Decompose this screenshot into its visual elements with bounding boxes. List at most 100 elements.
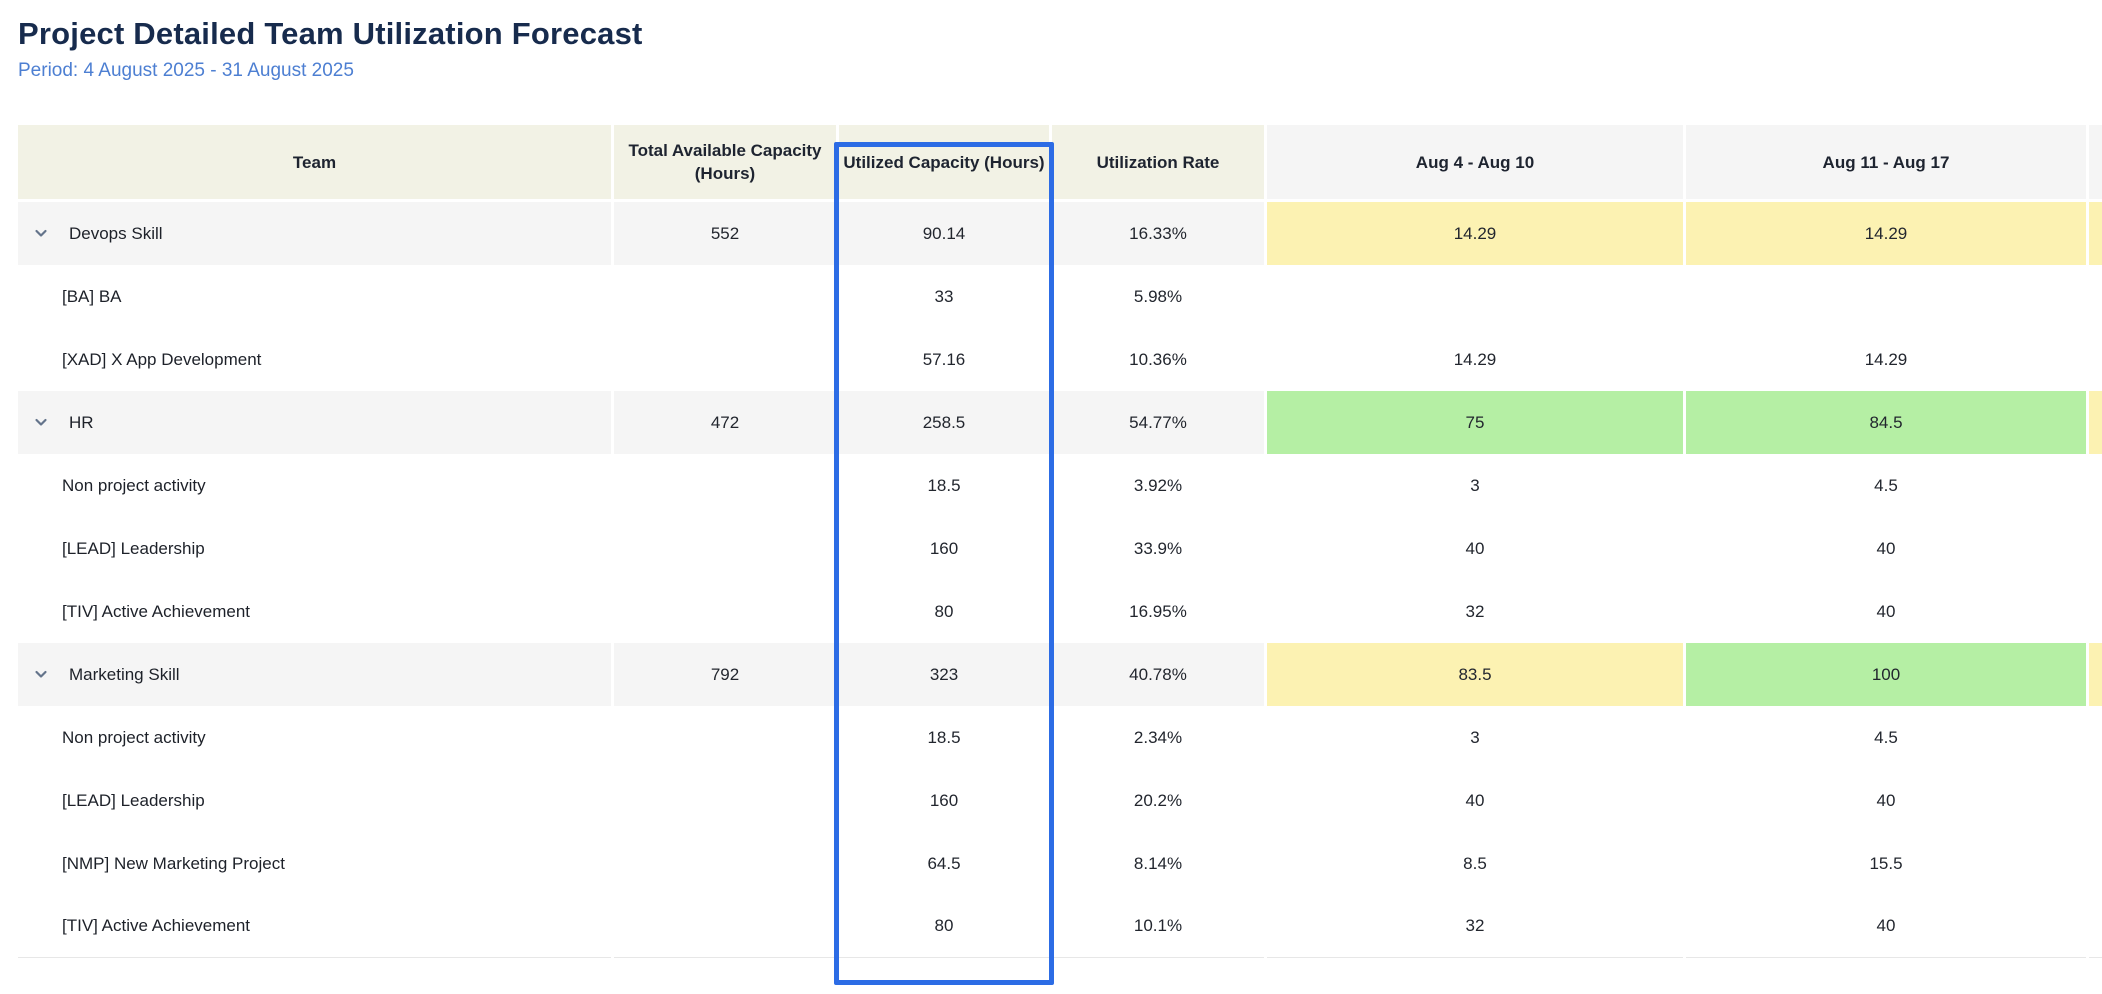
column-header-utilized-capacity: Utilized Capacity (Hours)	[839, 125, 1049, 202]
week-value-cell: 84.5	[1686, 391, 2086, 454]
utilized-capacity-cell: 90.14	[839, 202, 1049, 265]
total-available-cell: 792	[614, 643, 836, 706]
project-name: [BA] BA	[62, 286, 122, 306]
utilized-capacity-cell: 80	[839, 580, 1049, 643]
team-cell: [LEAD] Leadership	[18, 517, 611, 580]
project-row[interactable]: [TIV] Active Achievement 80 16.95% 32 40	[18, 580, 2102, 643]
utilization-rate-cell: 40.78%	[1052, 643, 1264, 706]
week-value-cell: 40	[1686, 769, 2086, 832]
project-name: [NMP] New Marketing Project	[62, 853, 285, 873]
total-available-cell	[614, 895, 836, 958]
total-available-cell: 472	[614, 391, 836, 454]
week-value-cell: 40	[1686, 517, 2086, 580]
project-row[interactable]: Non project activity 18.5 2.34% 3 4.5	[18, 706, 2102, 769]
utilized-capacity-cell: 323	[839, 643, 1049, 706]
total-available-cell: 552	[614, 202, 836, 265]
next-week-partial-cell	[2089, 202, 2102, 265]
next-week-partial-cell	[2089, 643, 2102, 706]
team-cell: Non project activity	[18, 454, 611, 517]
total-available-cell	[614, 706, 836, 769]
project-row[interactable]: [LEAD] Leadership 160 33.9% 40 40	[18, 517, 2102, 580]
chevron-down-icon[interactable]	[33, 666, 49, 682]
total-available-cell	[614, 454, 836, 517]
team-cell: HR	[18, 391, 611, 454]
project-row[interactable]: [XAD] X App Development 57.16 10.36% 14.…	[18, 328, 2102, 391]
utilization-rate-cell: 16.33%	[1052, 202, 1264, 265]
project-row[interactable]: [TIV] Active Achievement 80 10.1% 32 40	[18, 895, 2102, 958]
column-header-week-aug11: Aug 11 - Aug 17	[1686, 125, 2086, 202]
next-week-partial-cell	[2089, 517, 2102, 580]
report-period: Period: 4 August 2025 - 31 August 2025	[18, 60, 354, 81]
project-row[interactable]: [LEAD] Leadership 160 20.2% 40 40	[18, 769, 2102, 832]
project-row[interactable]: [NMP] New Marketing Project 64.5 8.14% 8…	[18, 832, 2102, 895]
week-value-cell	[1686, 265, 2086, 328]
team-cell: [TIV] Active Achievement	[18, 580, 611, 643]
utilization-rate-cell: 10.36%	[1052, 328, 1264, 391]
project-name: [LEAD] Leadership	[62, 790, 205, 810]
week-value-cell: 40	[1267, 517, 1683, 580]
team-name: Devops Skill	[69, 223, 163, 243]
project-name: [TIV] Active Achievement	[62, 601, 251, 621]
next-week-partial-cell	[2089, 706, 2102, 769]
team-cell: Marketing Skill	[18, 643, 611, 706]
column-header-next-week-partial	[2089, 125, 2102, 202]
week-value-cell: 4.5	[1686, 706, 2086, 769]
week-value-cell: 32	[1267, 580, 1683, 643]
utilization-rate-cell: 54.77%	[1052, 391, 1264, 454]
week-value-cell: 4.5	[1686, 454, 2086, 517]
next-week-partial-cell	[2089, 580, 2102, 643]
team-cell: [LEAD] Leadership	[18, 769, 611, 832]
utilized-capacity-cell: 33	[839, 265, 1049, 328]
week-value-cell: 14.29	[1267, 328, 1683, 391]
column-header-utilization-rate: Utilization Rate	[1052, 125, 1264, 202]
week-value-cell: 14.29	[1267, 202, 1683, 265]
chevron-down-icon[interactable]	[33, 414, 49, 430]
utilization-rate-cell: 5.98%	[1052, 265, 1264, 328]
total-available-cell	[614, 769, 836, 832]
total-available-cell	[614, 580, 836, 643]
project-row[interactable]: [BA] BA 33 5.98%	[18, 265, 2102, 328]
team-group-row[interactable]: Devops Skill 552 90.14 16.33% 14.29 14.2…	[18, 202, 2102, 265]
project-name: [LEAD] Leadership	[62, 538, 205, 558]
week-value-cell: 83.5	[1267, 643, 1683, 706]
team-name: Marketing Skill	[69, 664, 180, 684]
week-value-cell	[1267, 265, 1683, 328]
week-value-cell: 40	[1267, 769, 1683, 832]
utilization-rate-cell: 3.92%	[1052, 454, 1264, 517]
utilized-capacity-cell: 64.5	[839, 832, 1049, 895]
next-week-partial-cell	[2089, 328, 2102, 391]
week-value-cell: 32	[1267, 895, 1683, 958]
page-title: Project Detailed Team Utilization Foreca…	[18, 16, 643, 51]
utilization-table: Team Total Available Capacity (Hours) Ut…	[15, 125, 2102, 958]
week-value-cell: 3	[1267, 454, 1683, 517]
total-available-cell	[614, 832, 836, 895]
team-group-row[interactable]: Marketing Skill 792 323 40.78% 83.5 100	[18, 643, 2102, 706]
week-value-cell: 14.29	[1686, 202, 2086, 265]
project-name: Non project activity	[62, 475, 206, 495]
project-row[interactable]: Non project activity 18.5 3.92% 3 4.5	[18, 454, 2102, 517]
utilization-rate-cell: 16.95%	[1052, 580, 1264, 643]
week-value-cell: 14.29	[1686, 328, 2086, 391]
week-value-cell: 40	[1686, 580, 2086, 643]
next-week-partial-cell	[2089, 265, 2102, 328]
utilization-rate-cell: 33.9%	[1052, 517, 1264, 580]
column-header-total-available: Total Available Capacity (Hours)	[614, 125, 836, 202]
utilized-capacity-cell: 57.16	[839, 328, 1049, 391]
week-value-cell: 100	[1686, 643, 2086, 706]
total-available-cell	[614, 517, 836, 580]
utilization-rate-cell: 8.14%	[1052, 832, 1264, 895]
next-week-partial-cell	[2089, 832, 2102, 895]
team-cell: [XAD] X App Development	[18, 328, 611, 391]
project-name: [TIV] Active Achievement	[62, 916, 251, 935]
utilized-capacity-cell: 18.5	[839, 454, 1049, 517]
week-value-cell: 75	[1267, 391, 1683, 454]
team-cell: Non project activity	[18, 706, 611, 769]
week-value-cell: 40	[1686, 895, 2086, 958]
chevron-down-icon[interactable]	[33, 225, 49, 241]
team-name: HR	[69, 412, 94, 432]
week-value-cell: 3	[1267, 706, 1683, 769]
team-group-row[interactable]: HR 472 258.5 54.77% 75 84.5	[18, 391, 2102, 454]
total-available-cell	[614, 265, 836, 328]
next-week-partial-cell	[2089, 895, 2102, 958]
team-cell: Devops Skill	[18, 202, 611, 265]
